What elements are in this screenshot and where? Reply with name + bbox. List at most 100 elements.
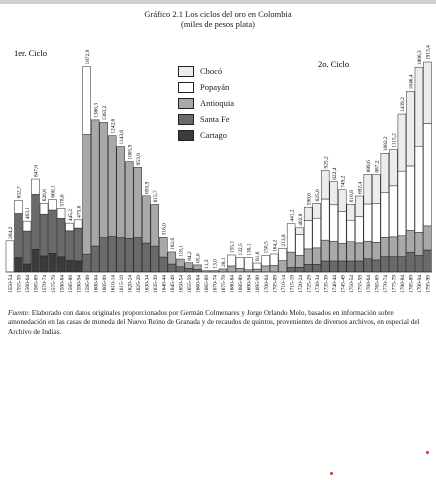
bar-segment-antioquia-1630-34 [142, 195, 151, 244]
value-labels-layer: 284,2 652,7 463,1 847,0 626,6 660,1578,6445,2… [8, 45, 431, 269]
value-label-1715-19: 441,2 [289, 209, 295, 221]
x-tick-1730-34: 1730-34 [315, 275, 321, 293]
bar-segment-santa-fe-1660-64 [193, 269, 202, 273]
value-label-1575-79: 660,1 [51, 185, 57, 197]
bar-segment-popay-n-1580-84 [56, 208, 66, 219]
value-label-1735-39: 925,2 [323, 156, 329, 168]
x-tick-1655-59: 1655-59 [187, 275, 193, 293]
x-tick-1600-04: 1600-04 [93, 275, 99, 293]
bar-segment-antioquia-1735-39 [320, 239, 330, 262]
bar-segment-santa-fe-1570-74 [39, 213, 49, 257]
value-label-1685-89: 132,5 [238, 243, 244, 255]
bar-segment-antioquia-1715-19 [286, 251, 296, 268]
bar-segment-popay-n-1705-09 [269, 253, 279, 266]
bar-segment-popay-n-1745-49 [338, 211, 347, 244]
bar-segment-santa-fe-1770-74 [380, 256, 390, 273]
bar-segment-popay-n-1755-59 [355, 216, 364, 244]
value-label-1650-54: 118,1 [179, 245, 185, 257]
bar-segment-santa-fe-1755-59 [355, 260, 364, 273]
x-tick-1555-59: 1555-59 [17, 275, 23, 293]
value-label-1710-14: 213,8 [281, 234, 287, 246]
bar-segment-santa-fe-1625-29 [133, 237, 142, 273]
legend-swatch [178, 65, 194, 77]
bar-segment-choc--1765-69 [372, 174, 381, 204]
value-label-1565-69: 847,0 [34, 165, 40, 177]
bar-segment-cartago-1565-69 [31, 249, 40, 273]
bar-segment-santa-fe-1585-89 [65, 230, 74, 261]
value-label-1725-29: 590,6 [306, 193, 312, 205]
bar-segment-antioquia-1725-29 [303, 248, 313, 265]
page-edge-strip [0, 0, 436, 4]
bar-segment-popay-n-1575-79 [48, 199, 57, 211]
bar-segment-santa-fe-1575-79 [48, 209, 57, 254]
value-label-1695-99: 81,6 [255, 251, 261, 261]
bar-segment-santa-fe-1790-94 [414, 255, 424, 273]
bar-segment-popay-n-1765-69 [372, 203, 381, 243]
bar-segment-santa-fe-1775-79 [389, 256, 398, 273]
bar-segment-antioquia-1760-64 [363, 240, 373, 260]
legend-label: Chocó [200, 66, 223, 76]
bar-segment-popay-n-1590-94 [73, 219, 83, 229]
legend-swatch [178, 81, 194, 93]
x-tick-1705-09: 1705-09 [272, 275, 278, 293]
bar-segment-santa-fe-1595-99 [82, 253, 91, 273]
bar-segment-cartago-1555-59 [14, 257, 23, 273]
x-tick-1785-89: 1785-89 [409, 275, 415, 293]
bar-segment-santa-fe-1600-04 [90, 245, 100, 273]
bar-segment-antioquia-1775-79 [389, 236, 398, 257]
x-tick-1695-99: 1695-99 [255, 275, 261, 293]
legend-item-popay-n: Popayán [178, 79, 268, 95]
bar-segment-santa-fe-1635-39 [150, 245, 160, 273]
bar-segment-santa-fe-1745-49 [338, 260, 347, 273]
value-label-1570-74: 626,6 [42, 189, 48, 201]
bar-segment-santa-fe-1620-24 [125, 238, 134, 273]
bar-segment-santa-fe-1630-34 [142, 242, 151, 273]
bar-segment-santa-fe-1645-49 [167, 263, 177, 273]
x-tick-1560-64: 1560-64 [25, 275, 31, 293]
value-label-1690-94: 130,1 [247, 243, 253, 255]
bar-segment-antioquia-1755-59 [355, 242, 364, 262]
value-label-1625-29: 953,9 [136, 153, 142, 165]
value-label-1655-59: 84,2 [187, 251, 193, 261]
bar-segment-antioquia-1605-09 [99, 122, 108, 238]
value-label-1745-49: 749,2 [340, 175, 346, 187]
x-tick-labels-layer: 1550-54 1555-59 1560-64 1565-69 1570-74 1575-… [8, 275, 431, 293]
bar-segment-cartago-1580-84 [56, 256, 66, 273]
bar-segment-choc--1785-89 [406, 91, 415, 167]
x-tick-1780-84: 1780-84 [400, 275, 406, 293]
bar-segment-antioquia-1650-54 [176, 258, 185, 267]
x-tick-1770-74: 1770-74 [383, 275, 389, 293]
x-tick-1620-24: 1620-24 [127, 275, 133, 293]
bar-segment-santa-fe-1615-19 [116, 237, 125, 273]
value-label-1790-94: 1866,3 [417, 50, 423, 65]
x-tick-1570-74: 1570-74 [42, 275, 48, 293]
bar-segment-popay-n-1785-89 [406, 165, 415, 231]
x-tick-1665-69: 1665-69 [204, 275, 210, 293]
bar-segment-popay-n-1585-89 [65, 222, 74, 232]
bar-segment-antioquia-1660-64 [193, 264, 202, 270]
bar-segment-antioquia-1675-79 [218, 268, 228, 273]
legend-label: Popayán [200, 82, 230, 92]
bar-segment-santa-fe-1740-44 [329, 260, 338, 273]
legend-label: Antioquia [200, 98, 234, 108]
x-tick-1605-09: 1605-09 [102, 275, 108, 293]
value-label-1765-69: 887,2 [375, 160, 381, 172]
value-label-1775-79: 1115,2 [392, 133, 398, 148]
bar-segment-antioquia-1595-99 [82, 134, 91, 255]
value-label-1630-34: 693,9 [144, 181, 150, 193]
value-label-1635-39: 615,7 [153, 190, 159, 202]
red-dot [330, 472, 333, 475]
bar-segment-popay-n-1595-99 [82, 66, 91, 135]
value-label-1590-94: 475,6 [76, 205, 82, 217]
bar-segment-santa-fe-1655-59 [184, 268, 194, 273]
x-tick-1725-29: 1725-29 [306, 275, 312, 293]
value-label-1620-24: 1005,9 [127, 144, 133, 159]
bar-segment-antioquia-1730-34 [312, 247, 321, 265]
bar-segment-antioquia-1685-89 [235, 268, 245, 273]
bar-segment-popay-n-1560-64 [22, 220, 32, 232]
bar-segment-santa-fe-1760-64 [363, 258, 373, 273]
bar-segment-choc--1755-59 [355, 195, 364, 217]
bar-segment-antioquia-1745-49 [338, 243, 347, 262]
bar-segment-choc--1770-74 [380, 152, 390, 194]
bar-segment-santa-fe-1735-39 [320, 260, 330, 273]
